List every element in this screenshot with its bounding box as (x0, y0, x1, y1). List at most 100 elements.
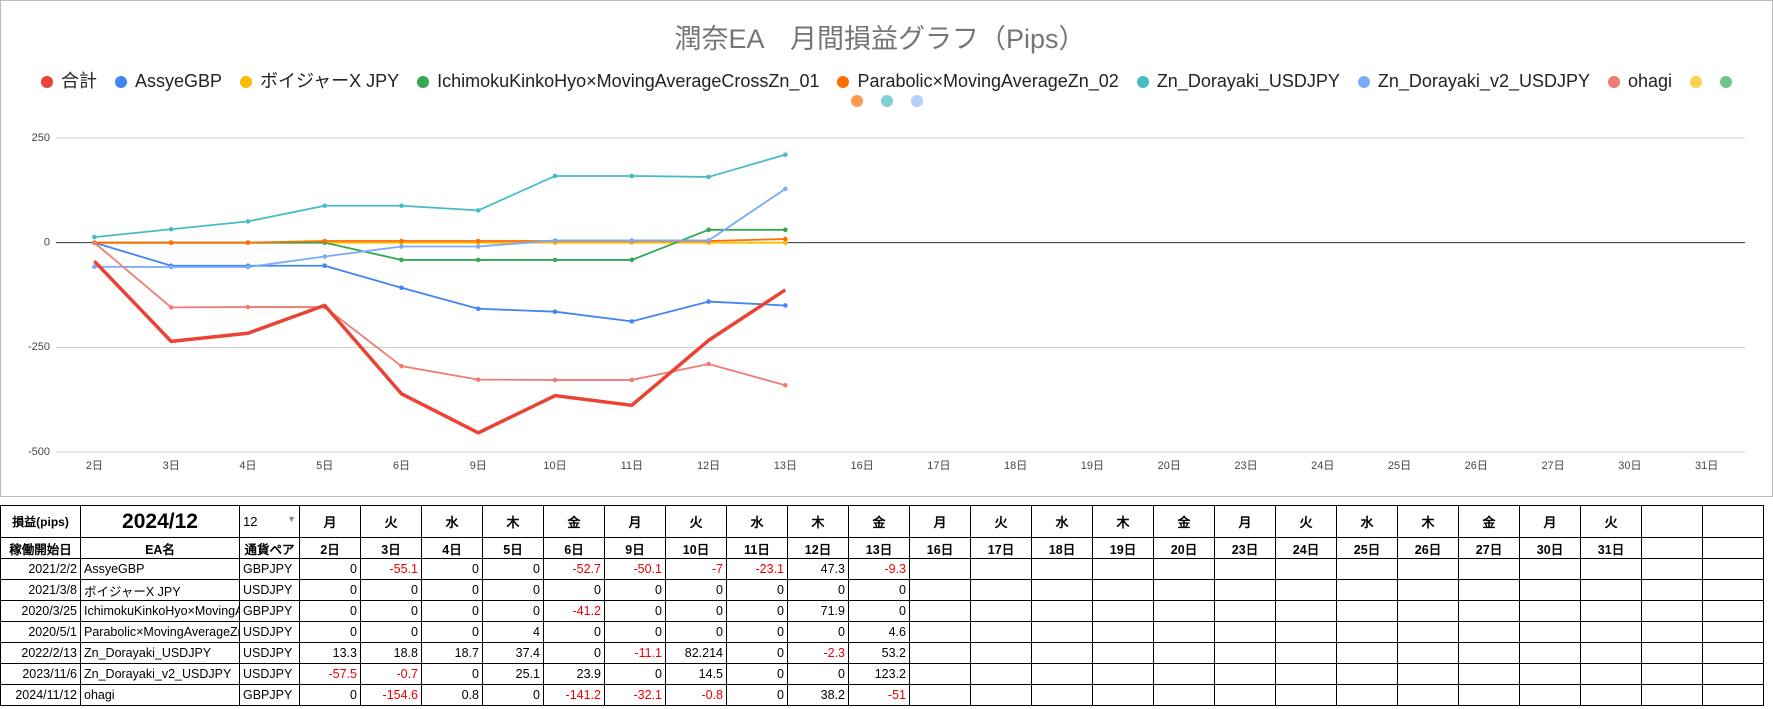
data-point (552, 173, 558, 179)
cell (1458, 642, 1520, 664)
data-point (783, 186, 788, 192)
cell: 0 (360, 600, 422, 622)
data-point (475, 208, 481, 213)
cell (1397, 600, 1459, 622)
month-select[interactable]: 12 ▼ (239, 505, 300, 538)
cell (1580, 621, 1642, 643)
select-value: 12 (243, 514, 258, 529)
cell: ボイジャーX JPY (80, 579, 240, 601)
legend-marker (417, 75, 430, 88)
data-point (629, 238, 635, 243)
legend-marker (1357, 75, 1370, 88)
x-tick-label: 31日 (1695, 460, 1718, 472)
cell: 26日 (1397, 537, 1459, 559)
cell: 稼働開始日 (0, 537, 81, 559)
cell: 25日 (1336, 537, 1398, 559)
legend-marker (1136, 75, 1149, 88)
cell: 20日 (1153, 537, 1215, 559)
data-point (92, 234, 97, 240)
cell (1153, 684, 1215, 706)
x-tick-label: 20日 (1158, 460, 1181, 472)
cell: 金 (543, 505, 605, 538)
cell (1031, 621, 1093, 643)
x-tick-label: 25日 (1388, 460, 1411, 472)
cell: -32.1 (604, 684, 666, 706)
cell (1458, 600, 1520, 622)
series-line (93, 259, 787, 435)
cell (970, 558, 1032, 580)
cell: 13.3 (299, 642, 361, 664)
cell (970, 579, 1032, 601)
cell: 24日 (1275, 537, 1337, 559)
cell: 0 (421, 621, 483, 643)
cell (1580, 684, 1642, 706)
legend-label: IchimokuKinkoHyo×MovingAverageCrossZn_01 (437, 71, 820, 91)
cell (1214, 684, 1276, 706)
data-point (322, 254, 328, 259)
data-row: 2024/11/12 ohagi GBPJPY 0 -154.6 0.8 0 -141.2 -3… (0, 684, 1764, 706)
cell (1031, 579, 1093, 601)
data-point (475, 257, 481, 263)
data-point (245, 240, 251, 245)
cell: 0 (726, 579, 788, 601)
cell (1214, 558, 1276, 580)
x-tick-label: 17日 (927, 460, 950, 472)
cell (1092, 600, 1154, 622)
cell (1092, 621, 1154, 643)
cell: 火 (1580, 505, 1642, 538)
cell (1153, 621, 1215, 643)
cell (1702, 537, 1764, 559)
data-point (322, 203, 328, 209)
cell: 0 (299, 600, 361, 622)
cell: 2020/3/25 (0, 600, 81, 622)
legend-item (1690, 68, 1703, 95)
cell: 82.214 (665, 642, 727, 664)
cell: USDJPY (239, 663, 300, 685)
y-tick-label: 0 (44, 237, 50, 249)
cell: 木 (1092, 505, 1154, 538)
cell: -23.1 (726, 558, 788, 580)
data-point (706, 299, 711, 304)
data-point (168, 226, 174, 232)
data-row: 2022/2/13 Zn_Dorayaki_USDJPY USDJPY 13.3 18.… (0, 642, 1764, 664)
cell: EA名 (80, 537, 240, 559)
cell: 0 (604, 621, 666, 643)
cell: 0 (604, 663, 666, 685)
cell: -141.2 (543, 684, 605, 706)
cell (909, 621, 971, 643)
legend-item (1720, 68, 1733, 95)
data-point (92, 264, 97, 270)
cell: 月 (909, 505, 971, 538)
data-point (322, 238, 328, 244)
cell (909, 684, 971, 706)
cell (1275, 579, 1337, 601)
x-tick-label: 30日 (1618, 460, 1641, 472)
cell: 2024/11/12 (0, 684, 81, 706)
cell: 木 (1397, 505, 1459, 538)
series (93, 259, 787, 435)
cell (1092, 642, 1154, 664)
cell: 2021/3/8 (0, 579, 81, 601)
legend-marker (114, 75, 127, 88)
data-point (399, 203, 404, 209)
legend-marker (1690, 75, 1703, 88)
cell (1397, 684, 1459, 706)
legend-item: ボイジャーX JPY (239, 68, 399, 95)
cell (970, 621, 1032, 643)
x-tick-label: 24日 (1311, 460, 1334, 472)
cell (1519, 663, 1581, 685)
cell (1580, 642, 1642, 664)
cell: 18.7 (421, 642, 483, 664)
cell: 金 (848, 505, 910, 538)
data-point (168, 240, 174, 245)
data-point (245, 264, 251, 270)
cell: 25.1 (482, 663, 544, 685)
series-line (94, 188, 786, 268)
legend-marker (837, 75, 850, 88)
cell: Parabolic×MovingAverageZn_02 (80, 621, 240, 643)
legend-item (880, 95, 893, 107)
cell: 13日 (848, 537, 910, 559)
cell: 123.2 (848, 663, 910, 685)
cell (1580, 558, 1642, 580)
cell: 2020/5/1 (0, 621, 81, 643)
